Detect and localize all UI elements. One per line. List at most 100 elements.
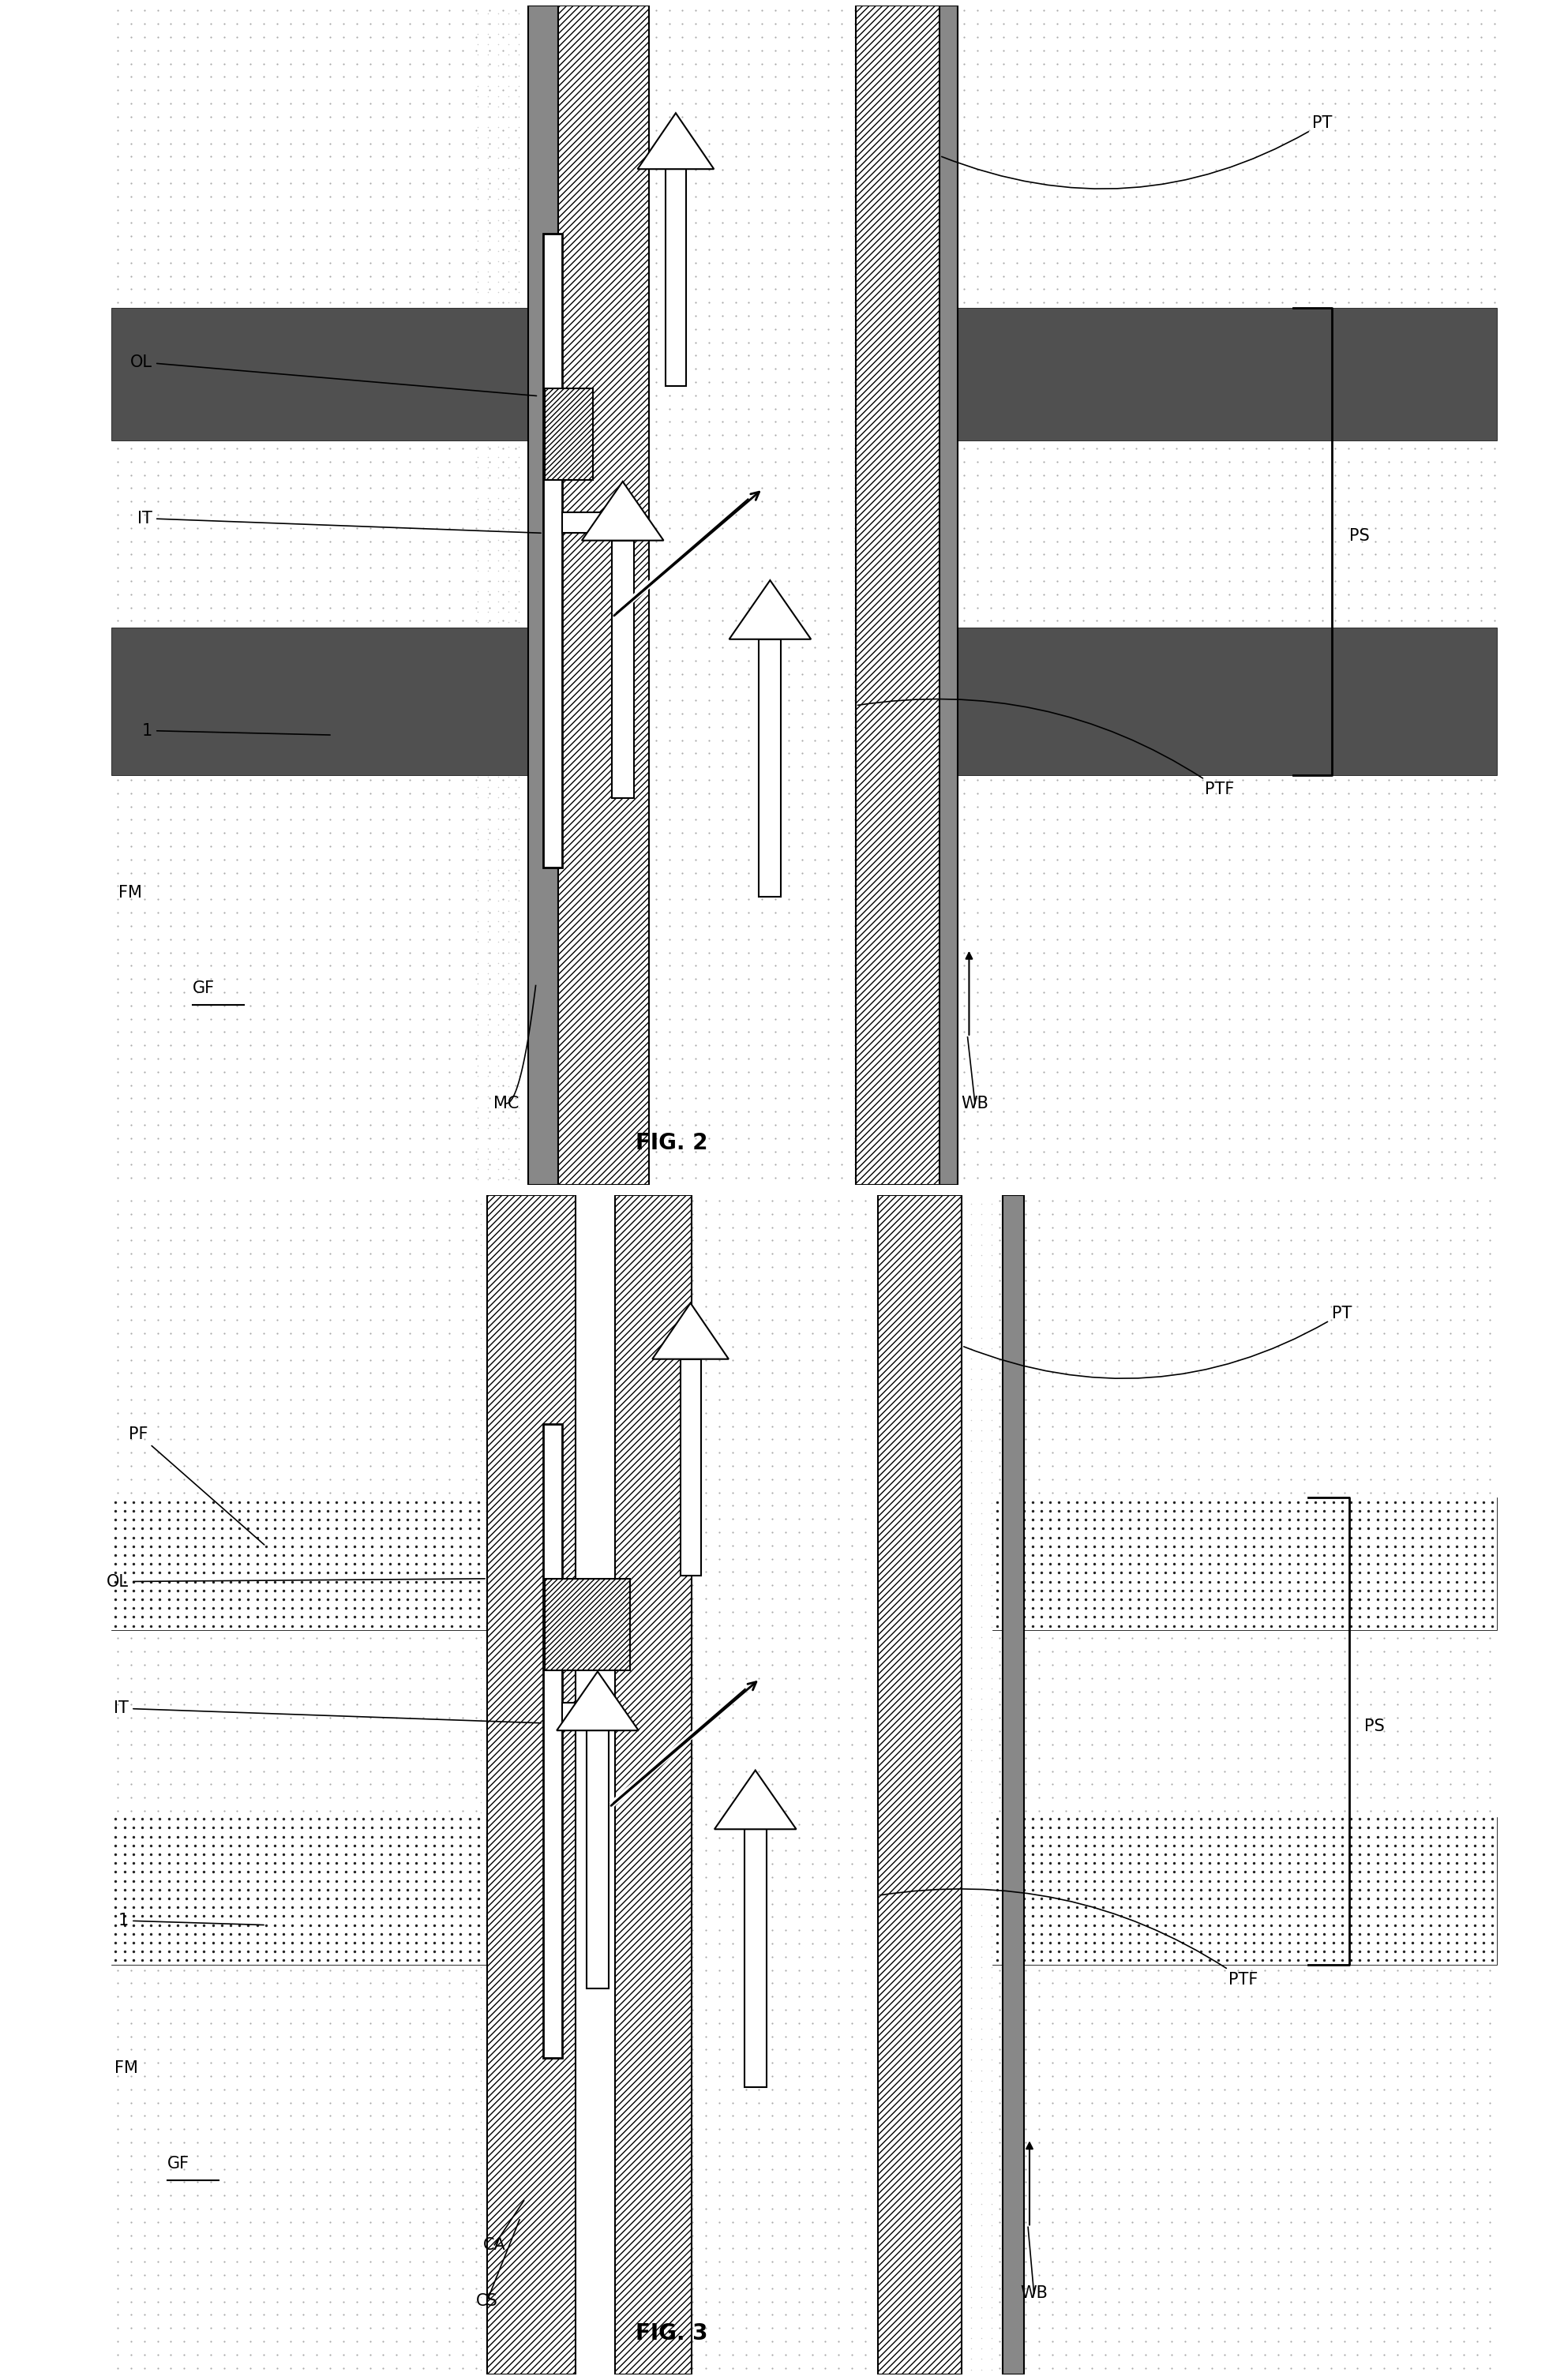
Point (457, 1528, 482, 1566)
Point (1371, 1395, 1396, 1433)
Point (479, 1649, 503, 1687)
Point (212, 2230, 237, 2268)
Point (503, 443, 528, 481)
Point (880, 1433, 905, 1471)
Point (370, 1302, 395, 1340)
Point (290, 1518, 314, 1557)
Point (297, 1502, 322, 1540)
Point (146, 31, 170, 69)
Point (530, 1000, 555, 1038)
Point (1464, 1911, 1489, 1949)
Point (979, 1359, 1004, 1397)
Point (331, 509, 356, 547)
Point (813, 2082, 838, 2121)
Point (872, 985, 897, 1023)
Point (1225, 1911, 1250, 1949)
Point (344, 1792, 369, 1830)
Point (119, 2004, 144, 2042)
Point (517, 840, 542, 878)
Point (468, 1844, 493, 1883)
Point (437, 1447, 462, 1485)
Point (1267, 1528, 1292, 1566)
Point (683, 176, 708, 214)
Point (1199, 2297, 1224, 2335)
Point (1279, 1354, 1304, 1392)
Point (1297, 521, 1321, 559)
Point (305, 5, 330, 43)
Point (437, 654, 462, 693)
Point (1345, 1488, 1369, 1526)
Point (1402, 71, 1427, 109)
Point (451, 1711, 476, 1749)
Point (510, 1247, 534, 1285)
Point (1027, 2044, 1052, 2082)
Point (468, 1711, 493, 1749)
Point (146, 2335, 170, 2373)
Point (305, 112, 330, 150)
Point (1146, 2282, 1171, 2320)
Point (991, 483, 1016, 521)
Point (156, 1528, 181, 1566)
Point (277, 588, 302, 626)
Point (872, 14, 897, 52)
Point (225, 2097, 249, 2135)
Point (192, 1887, 217, 1925)
Point (1383, 1897, 1408, 1935)
Point (979, 2268, 1004, 2306)
Point (903, 1047, 928, 1085)
Point (1256, 138, 1281, 176)
Point (251, 1488, 276, 1526)
Point (198, 1685, 223, 1723)
Point (1482, 959, 1507, 997)
Point (1464, 1473, 1489, 1511)
Point (1363, 1092, 1388, 1130)
Point (1053, 1407, 1078, 1445)
Point (1239, 1328, 1264, 1366)
Point (451, 190, 476, 228)
Point (1425, 1340, 1450, 1378)
Point (384, 1740, 409, 1778)
Point (239, 376, 263, 414)
Point (761, 2230, 785, 2268)
Point (1058, 521, 1083, 559)
Point (239, 1092, 263, 1130)
Point (489, 124, 514, 162)
Point (1100, 1871, 1125, 1909)
Point (466, 1590, 491, 1628)
Point (880, 1302, 905, 1340)
Point (1120, 1964, 1145, 2002)
Point (1120, 1871, 1145, 1909)
Point (503, 550, 528, 588)
Point (198, 1952, 223, 1990)
Point (463, 892, 488, 931)
Point (172, 1633, 197, 1671)
Point (1292, 2297, 1317, 2335)
Point (156, 1818, 181, 1856)
Point (1252, 1871, 1276, 1909)
Point (499, 1866, 524, 1904)
Point (517, 809, 542, 847)
Point (277, 1026, 302, 1064)
Point (1029, 1518, 1053, 1557)
Point (1416, 947, 1441, 985)
Point (1402, 57, 1427, 95)
Point (1376, 0, 1400, 29)
Point (853, 1235, 878, 1273)
Point (291, 257, 316, 295)
Point (424, 1804, 449, 1842)
Point (1109, 1871, 1134, 1909)
Point (503, 1107, 528, 1145)
Point (1013, 1766, 1038, 1804)
Point (762, 959, 787, 997)
Point (358, 1659, 383, 1697)
Point (1464, 1885, 1489, 1923)
Point (694, 1606, 719, 1645)
Point (486, 850, 511, 888)
Point (816, 45, 841, 83)
Point (1385, 2056, 1410, 2094)
Point (158, 1000, 183, 1038)
Point (1389, 205, 1414, 243)
Point (158, 1380, 183, 1418)
Point (914, 0, 939, 33)
Point (198, 985, 223, 1023)
